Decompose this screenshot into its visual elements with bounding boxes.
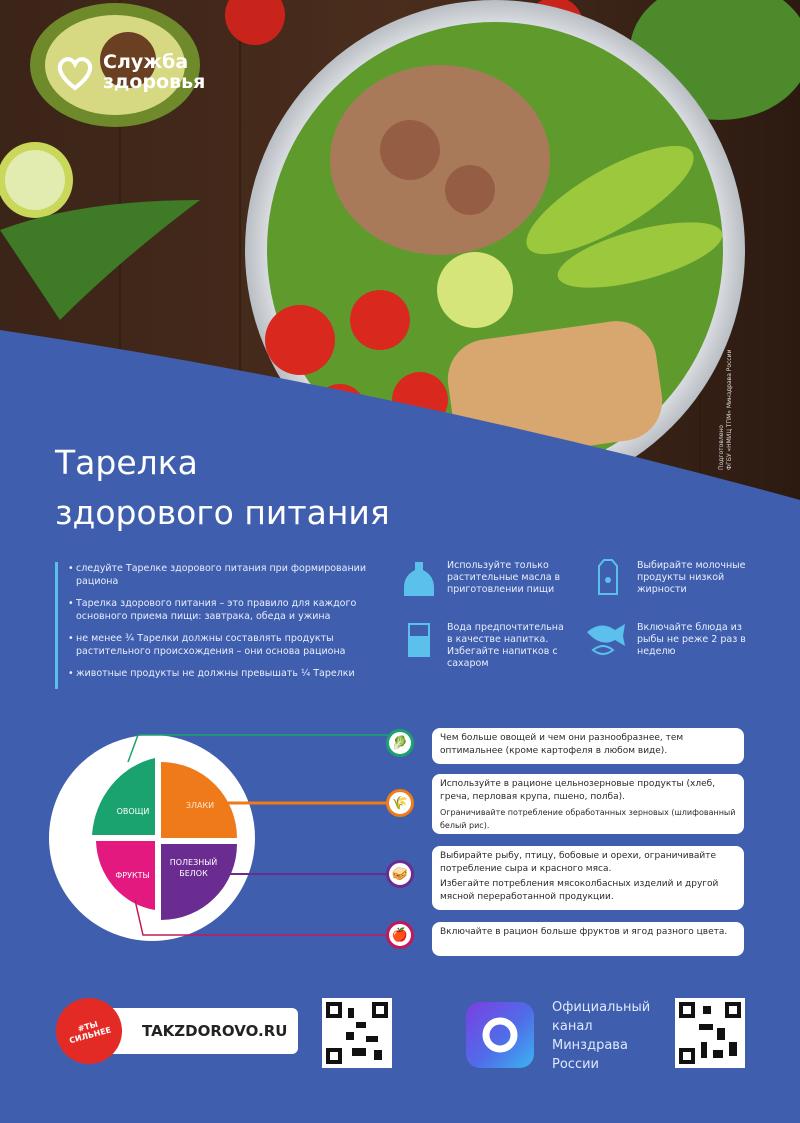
tip-fish: Включайте блюда из рыбы не реже 2 раз в … (637, 622, 746, 657)
section-vegetables (92, 758, 155, 835)
brand-name: Служба здоровья (103, 52, 205, 92)
protein-icon: 🥪 (386, 860, 414, 888)
section-grains (161, 762, 237, 838)
advice-vegetables: Чем больше овощей и чем они разнообразне… (432, 728, 744, 764)
tip-water: Вода предпочтительна в качестве напитка.… (447, 622, 564, 669)
label-fruits: ФРУКТЫ (115, 871, 150, 880)
vegetables-icon: 🥬 (386, 729, 414, 757)
advice-text: Включайте в рацион больше фруктов и ягод… (440, 927, 728, 937)
fish-icon (587, 624, 625, 655)
tip-milk: Выбирайте молочные продукты низкой жирно… (637, 560, 746, 595)
title-line2: здорового питания (55, 493, 390, 532)
section-fruits (96, 841, 155, 910)
advice-protein: Выбирайте рыбу, птицу, бобовые и орехи, … (432, 846, 744, 910)
advice-grains: Используйте в рационе цельнозерновые про… (432, 774, 744, 834)
advice-fruits: Включайте в рацион больше фруктов и ягод… (432, 922, 744, 956)
wheat-icon: 🌾 (386, 789, 414, 817)
brand-name-line1: Служба (103, 51, 189, 73)
advice-text: Чем больше овощей и чем они разнообразне… (440, 733, 684, 756)
qr-code-channel[interactable] (675, 998, 745, 1068)
list-item: Тарелка здорового питания – это правило … (68, 597, 375, 623)
page-title: Тарелка здорового питания (55, 438, 390, 538)
advice-text: Избегайте потребления мясоколбасных изде… (440, 879, 719, 902)
list-item: следуйте Тарелке здорового питания при ф… (68, 562, 375, 588)
advice-text: Ограничивайте потребление обработанных з… (440, 808, 736, 830)
qr-code-site[interactable] (322, 998, 392, 1068)
credit-line1: Подготовлено (718, 425, 725, 470)
section-protein (161, 844, 237, 920)
label-protein: ПОЛЕЗНЫЙ БЕЛОК (169, 858, 218, 878)
credit-line2: ФГБУ «НМИЦ ТПМ» Минздрава России (726, 349, 733, 470)
advice-text: Используйте в рационе цельнозерновые про… (440, 779, 716, 802)
max-messenger-app-icon[interactable] (466, 1002, 534, 1068)
tip-oil: Используйте только растительные масла в … (447, 560, 561, 595)
official-channel-text: Официальный канал Минздрава России (552, 998, 650, 1074)
chat-logo-icon (482, 1017, 518, 1053)
list-item: животные продукты не должны превышать ¼ … (68, 667, 375, 680)
heart-icon (57, 57, 93, 91)
water-glass-icon (408, 623, 430, 657)
brand-name-line2: здоровья (103, 71, 206, 93)
official-line: канал (552, 1019, 593, 1034)
credit-text: Подготовлено ФГБУ «НМИЦ ТПМ» Минздрава Р… (718, 350, 734, 470)
rules-list: следуйте Тарелке здорового питания при ф… (55, 562, 375, 689)
website-link[interactable]: TAKZDOROVO.RU (100, 1008, 298, 1054)
qr-code-icon (326, 1002, 388, 1064)
official-line: России (552, 1057, 599, 1072)
advice-text: Выбирайте рыбу, птицу, бобовые и орехи, … (440, 851, 717, 874)
qr-code-icon (679, 1002, 741, 1064)
food-photo (0, 0, 800, 520)
connector-fruits (134, 899, 390, 936)
milk-carton-icon (598, 559, 618, 595)
official-line: Минздрава (552, 1038, 628, 1053)
healthy-plate-diagram (49, 734, 392, 941)
apple-icon: 🍎 (386, 921, 414, 949)
brand-logo (55, 52, 95, 92)
connector-vegetables (127, 734, 392, 763)
oil-bottle-icon (404, 562, 434, 596)
campaign-badge: #ТЫ СИЛЬНЕЕ (48, 990, 130, 1072)
list-item: не менее ¾ Тарелки должны составлять про… (68, 632, 375, 658)
label-vegetables: ОВОЩИ (116, 807, 150, 816)
title-line1: Тарелка (55, 443, 198, 482)
website-label: TAKZDOROVO.RU (142, 1022, 288, 1040)
official-line: Официальный (552, 1000, 651, 1015)
label-grains: ЗЛАКИ (185, 801, 215, 810)
